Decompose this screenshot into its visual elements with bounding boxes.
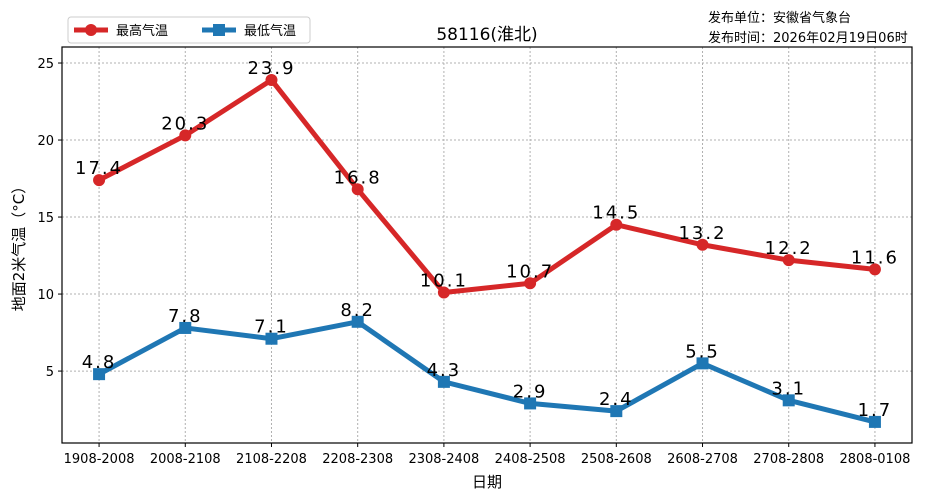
- data-label: 17.4: [75, 158, 123, 179]
- data-label: 11.6: [851, 247, 899, 268]
- x-tick-label: 2508-2608: [581, 452, 652, 467]
- data-label: 7.1: [254, 317, 289, 338]
- data-label: 20.3: [161, 113, 209, 134]
- legend-marker: [213, 24, 225, 36]
- data-label: 13.2: [678, 223, 726, 244]
- y-tick-label: 15: [37, 211, 54, 226]
- data-point: [782, 394, 795, 407]
- data-label: 8.2: [340, 300, 375, 321]
- data-label: 3.1: [771, 378, 806, 399]
- data-point: [868, 263, 881, 276]
- data-label: 14.5: [592, 203, 640, 224]
- data-point: [610, 405, 623, 418]
- data-label: 2.9: [513, 381, 548, 402]
- legend-label: 最高气温: [116, 23, 168, 39]
- legend: 最高气温 最低气温: [67, 16, 311, 44]
- x-tick-label: 2208-2308: [322, 452, 393, 467]
- series-layer: 17.4 20.3 23.9 16.8 10.1 10.7 14.5 13.2 12.2 11.6…: [75, 58, 899, 428]
- data-point: [265, 332, 278, 345]
- chart-title: 58116(淮北): [436, 25, 537, 45]
- publisher-unit: 发布单位：安徽省气象台: [708, 10, 851, 26]
- data-point: [696, 357, 709, 370]
- data-point: [437, 375, 450, 388]
- data-label: 23.9: [247, 58, 295, 79]
- series-line-max: [97, 77, 876, 296]
- legend-frame: [67, 16, 311, 44]
- data-label: 4.3: [427, 360, 462, 381]
- data-point: [265, 73, 278, 86]
- x-tick-label: 2408-2508: [495, 452, 566, 467]
- publisher-time: 发布时间：2026年02月19日06时: [708, 30, 908, 46]
- data-point: [524, 277, 537, 290]
- data-label: 5.5: [685, 341, 720, 362]
- data-point: [696, 238, 709, 251]
- plot-frame: [61, 46, 913, 444]
- data-point: [93, 368, 106, 381]
- x-axis-label: 日期: [472, 473, 502, 491]
- data-label: 10.1: [420, 271, 468, 292]
- x-axis: 1908-2008 2008-2108 2108-2208 2208-2308 2308…: [64, 443, 911, 467]
- data-point: [782, 254, 795, 267]
- data-label: 4.8: [82, 352, 117, 373]
- data-point: [868, 415, 881, 428]
- data-label: 12.2: [765, 238, 813, 259]
- data-point: [179, 321, 192, 334]
- series-line-min: [97, 319, 876, 425]
- x-tick-label: 2808-0108: [840, 452, 911, 467]
- y-tick-label: 5: [46, 365, 54, 380]
- x-tick-label: 2608-2708: [667, 452, 738, 467]
- grid: [62, 47, 912, 443]
- data-label: 2.4: [599, 389, 634, 410]
- data-label: 1.7: [858, 400, 893, 421]
- x-tick-label: 2708-2808: [753, 452, 824, 467]
- legend-label: 最低气温: [244, 23, 296, 39]
- data-label: 7.8: [168, 306, 203, 327]
- legend-marker: [85, 24, 97, 36]
- data-label: 10.7: [506, 261, 554, 282]
- y-tick-label: 25: [37, 57, 54, 72]
- y-tick-label: 10: [37, 288, 54, 303]
- data-point: [351, 183, 364, 196]
- data-point: [524, 397, 537, 410]
- data-point: [610, 218, 623, 231]
- data-point: [437, 286, 450, 299]
- x-tick-label: 2308-2408: [408, 452, 479, 467]
- data-point: [93, 174, 106, 187]
- y-tick-label: 20: [37, 134, 54, 149]
- y-axis-label: 地面2米气温（°C）: [10, 179, 28, 312]
- data-label: 16.8: [334, 167, 382, 188]
- data-point: [351, 315, 364, 328]
- x-tick-label: 2108-2208: [236, 452, 307, 467]
- x-tick-label: 1908-2008: [64, 452, 135, 467]
- x-tick-label: 2008-2108: [150, 452, 221, 467]
- y-axis: 5 10 15 20 25: [37, 57, 62, 380]
- data-point: [179, 129, 192, 142]
